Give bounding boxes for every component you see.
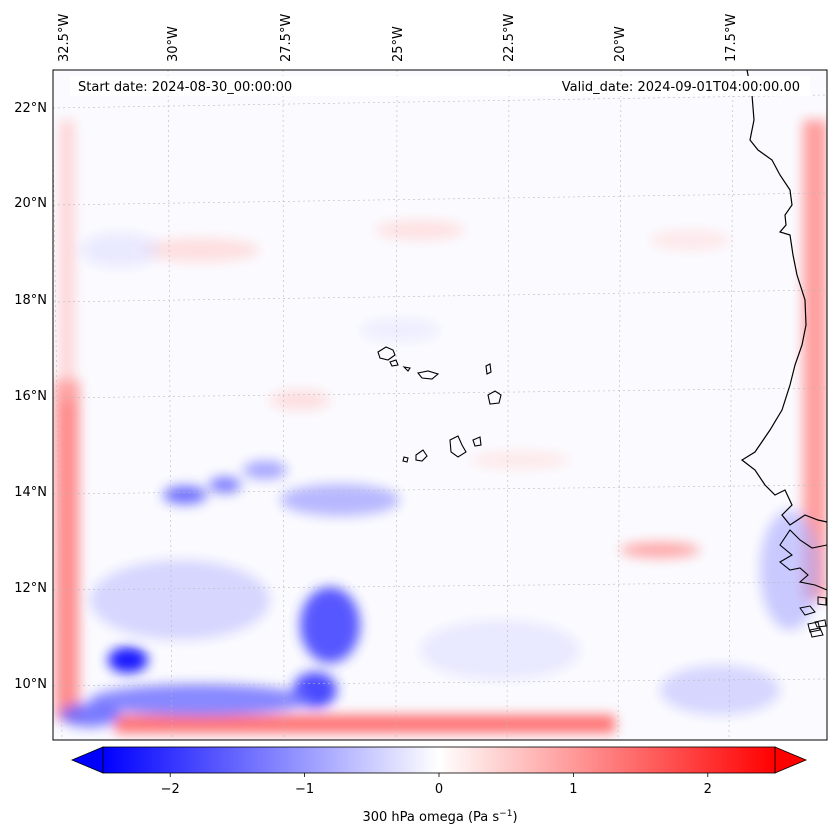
gridlines [53,70,827,740]
africa-coastline [740,69,828,526]
lat-label: 10°N [14,677,47,692]
colorbar-label: 300 hPa omega (Pa s−1) [362,809,517,825]
lat-label: 22°N [14,101,47,116]
map-frame [52,69,828,741]
lat-label: 16°N [14,389,47,404]
lat-label: 18°N [14,293,47,308]
bijagos-islands [809,619,827,638]
lon-label: 30°W [166,26,181,62]
cape-verde-islands [377,346,502,463]
colorbar: −2 −1 0 1 2 300 hPa omega (Pa s−1) [70,746,808,825]
guinea-islands [799,596,827,633]
lon-label: 25°W [391,26,406,62]
africa-coastline-south [779,529,828,591]
latitude-labels: 22°N 20°N 18°N 16°N 14°N 12°N 10°N [14,101,47,692]
colorbar-tick-label: −1 [295,782,314,797]
colorbar-tick-label: 2 [704,782,712,797]
longitude-labels: 32.5°W 30°W 27.5°W 25°W 22.5°W 20°W 17.5… [57,14,739,62]
lat-label: 12°N [14,581,47,596]
lon-label: 20°W [613,26,628,62]
lon-label: 32.5°W [57,14,72,62]
lon-label: 22.5°W [502,14,517,62]
omega-field [53,70,827,740]
lat-label: 14°N [14,485,47,500]
colorbar-tick-label: 0 [435,782,443,797]
colorbar-tick-label: −2 [161,782,180,797]
header-box [70,76,810,96]
colorbar-ticks: −2 −1 0 1 2 [161,773,712,797]
lon-label: 17.5°W [724,14,739,62]
colorbar-body [102,746,776,774]
colorbar-tick-label: 1 [569,782,577,797]
lon-label: 27.5°W [279,14,294,62]
colorbar-extend-high [774,746,808,774]
valid-date-label: Valid_date: 2024-09-01T04:00:00.00 [562,80,800,95]
start-date-label: Start date: 2024-08-30_00:00:00 [78,80,292,95]
colorbar-extend-low [70,746,104,774]
lat-label: 20°N [14,196,47,211]
